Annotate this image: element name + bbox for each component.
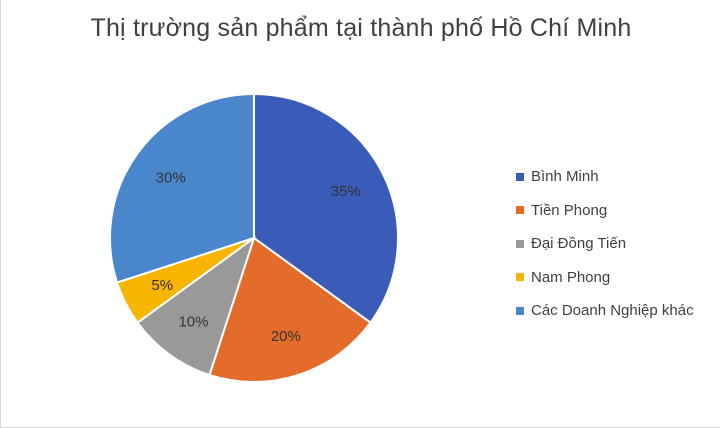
legend-swatch [516, 273, 524, 282]
pie-slice-tien-phong [208, 236, 372, 383]
data-label-nam-phong: 5% [151, 277, 173, 294]
legend-swatch [516, 206, 524, 215]
legend-swatch [516, 172, 524, 181]
data-label-binh-minh: 35% [331, 183, 361, 200]
legend-label: Tiền Phong [531, 201, 608, 219]
legend-item-nam-phong: Nam Phong [516, 261, 694, 295]
legend-item-cac-doanh-nghiep-khac: Các Doanh Nghiệp khác [516, 294, 694, 328]
pie-slice-dai-dong-tien [136, 235, 256, 377]
data-label-dai-dong-tien: 10% [178, 313, 208, 330]
chart-title: Thị trường sản phẩm tại thành phố Hồ Chí… [90, 14, 632, 42]
legend-item-dai-dong-tien: Đại Đồng Tiến [516, 227, 694, 261]
legend-label: Bình Minh [531, 168, 599, 186]
data-label-cac-doanh-nghiep-khac: 30% [156, 169, 186, 186]
legend-label: Đại Đồng Tiến [531, 235, 627, 253]
legend-swatch [516, 306, 524, 315]
pie-slice-binh-minh [253, 92, 399, 325]
legend: Bình Minh Tiền Phong Đại Đồng Tiến Nam Phon… [516, 160, 694, 328]
legend-item-tien-phong: Tiền Phong [516, 194, 694, 228]
data-label-tien-phong: 20% [271, 328, 301, 345]
legend-item-binh-minh: Bình Minh [516, 160, 694, 194]
legend-label: Nam Phong [531, 268, 611, 286]
legend-swatch [516, 239, 524, 248]
legend-label: Các Doanh Nghiệp khác [531, 302, 694, 320]
pie-slice-cac-doanh-nghiep-khac [109, 92, 255, 284]
